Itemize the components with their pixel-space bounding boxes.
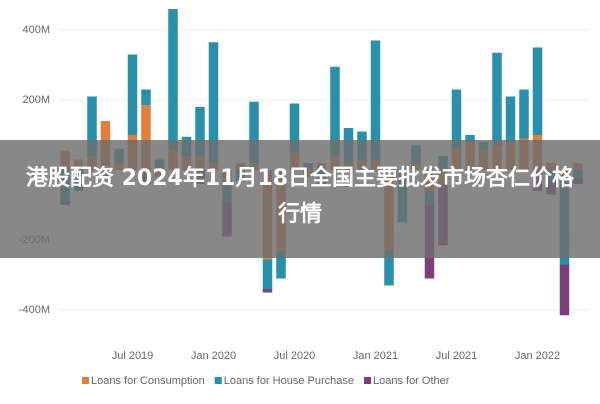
bar-segment bbox=[276, 250, 286, 279]
bar-segment bbox=[370, 40, 381, 160]
bar-segment bbox=[141, 89, 151, 106]
bar-segment bbox=[519, 89, 529, 139]
legend-marker bbox=[82, 377, 89, 384]
bar-segment bbox=[208, 42, 219, 163]
legend-label: Loans for House Purchase bbox=[224, 375, 354, 387]
x-tick-label: Jan 2022 bbox=[515, 350, 560, 362]
x-tick-label: Jul 2021 bbox=[436, 350, 478, 362]
bar-segment bbox=[505, 96, 516, 142]
bar-segment bbox=[141, 105, 151, 170]
y-tick-label: -400M bbox=[19, 304, 50, 316]
bar-segment bbox=[465, 135, 475, 142]
legend-label: Loans for Other bbox=[373, 375, 450, 387]
bar-segment bbox=[195, 107, 205, 156]
x-tick-label: Jan 2021 bbox=[353, 350, 398, 362]
bar-segment bbox=[384, 250, 394, 286]
bar-segment bbox=[168, 9, 178, 149]
bar-segment bbox=[451, 89, 462, 149]
bar-segment bbox=[87, 96, 97, 156]
bar-segment bbox=[532, 47, 543, 135]
y-tick-label: 200M bbox=[22, 94, 50, 106]
x-tick-label: Jul 2020 bbox=[274, 350, 316, 362]
bar-segment bbox=[262, 259, 273, 289]
legend-marker bbox=[363, 377, 371, 384]
bar-segment bbox=[289, 103, 300, 153]
legend-label: Loans for Consumption bbox=[91, 375, 205, 387]
banner-text: 港股配资 2024年11月18日全国主要批发市场杏仁价格行情 bbox=[25, 166, 575, 227]
x-tick-label: Jan 2020 bbox=[191, 350, 236, 362]
y-tick-label: 400M bbox=[22, 24, 50, 36]
bar-segment bbox=[127, 54, 138, 135]
legend-marker bbox=[214, 377, 222, 384]
banner: 港股配资 2024年11月18日全国主要批发市场杏仁价格行情 bbox=[0, 140, 600, 258]
bar-segment bbox=[249, 101, 259, 163]
bar-segment bbox=[559, 264, 570, 316]
x-tick-label: Jul 2019 bbox=[112, 350, 154, 362]
bar-segment bbox=[262, 289, 273, 293]
bar-segment bbox=[330, 66, 340, 156]
bar-segment bbox=[492, 52, 502, 146]
